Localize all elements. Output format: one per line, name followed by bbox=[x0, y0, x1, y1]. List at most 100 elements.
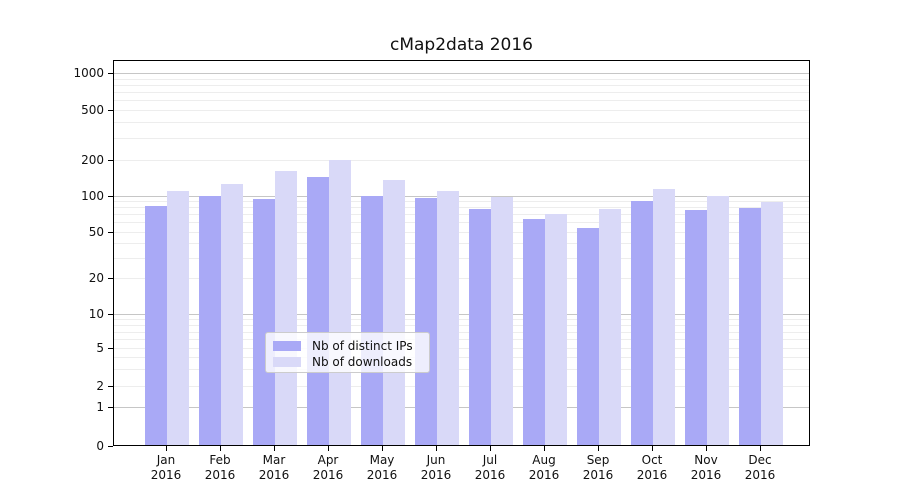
gridline-minor bbox=[114, 110, 809, 111]
bar-mar-distinct-ips bbox=[253, 198, 275, 445]
bar-jul-downloads bbox=[491, 197, 513, 445]
bar-dec-distinct-ips bbox=[739, 207, 761, 445]
bar-dec-downloads bbox=[761, 202, 783, 445]
bar-apr-downloads bbox=[329, 159, 351, 445]
gridline-minor bbox=[114, 122, 809, 123]
y-tick-label: 200 bbox=[81, 153, 104, 167]
gridline-minor bbox=[114, 92, 809, 93]
bar-nov-downloads bbox=[707, 196, 729, 445]
y-tick-label: 0 bbox=[96, 439, 104, 453]
x-tick-label-sep: Sep 2016 bbox=[582, 453, 614, 482]
bar-jan-distinct-ips bbox=[145, 206, 167, 445]
gridline-major bbox=[114, 407, 809, 408]
x-tick-label-oct: Oct 2016 bbox=[636, 453, 668, 482]
x-tick bbox=[220, 446, 221, 451]
gridline-minor bbox=[114, 278, 809, 279]
x-tick bbox=[652, 446, 653, 451]
legend-entry-distinct-ips: Nb of distinct IPs bbox=[273, 338, 422, 354]
legend-swatch-downloads bbox=[273, 357, 301, 367]
legend-label-distinct-ips: Nb of distinct IPs bbox=[312, 338, 413, 353]
gridline-minor bbox=[114, 138, 809, 139]
x-tick bbox=[706, 446, 707, 451]
gridline-minor bbox=[114, 339, 809, 340]
x-tick-label-nov: Nov 2016 bbox=[690, 453, 722, 482]
y-tick bbox=[108, 446, 113, 447]
gridline-minor bbox=[114, 214, 809, 215]
x-tick-label-aug: Aug 2016 bbox=[528, 453, 560, 482]
x-tick bbox=[598, 446, 599, 451]
x-tick bbox=[328, 446, 329, 451]
x-tick-label-jun: Jun 2016 bbox=[420, 453, 452, 482]
x-tick bbox=[382, 446, 383, 451]
y-tick bbox=[108, 160, 113, 161]
y-tick-label: 2 bbox=[96, 379, 104, 393]
gridline-minor bbox=[114, 222, 809, 223]
y-tick bbox=[108, 348, 113, 349]
y-tick-label: 50 bbox=[88, 225, 104, 239]
y-tick-label: 5 bbox=[96, 341, 104, 355]
gridline-minor bbox=[114, 332, 809, 333]
x-tick-label-dec: Dec 2016 bbox=[744, 453, 776, 482]
x-tick bbox=[544, 446, 545, 451]
legend: Nb of distinct IPs Nb of downloads bbox=[265, 332, 430, 373]
bar-oct-downloads bbox=[653, 188, 675, 445]
plot-area bbox=[113, 60, 810, 446]
bar-mar-downloads bbox=[275, 171, 297, 445]
y-tick-label: 20 bbox=[88, 271, 104, 285]
x-tick-label-feb: Feb 2016 bbox=[204, 453, 236, 482]
gridline-minor bbox=[114, 348, 809, 349]
y-tick-label: 1 bbox=[96, 400, 104, 414]
y-tick bbox=[108, 278, 113, 279]
gridline-minor bbox=[114, 85, 809, 86]
legend-swatch-distinct-ips bbox=[273, 341, 301, 351]
bar-may-distinct-ips bbox=[361, 196, 383, 445]
gridline-minor bbox=[114, 369, 809, 370]
y-tick bbox=[108, 232, 113, 233]
bar-oct-distinct-ips bbox=[631, 201, 653, 445]
y-tick bbox=[108, 110, 113, 111]
gridline-major bbox=[114, 314, 809, 315]
gridline-minor bbox=[114, 319, 809, 320]
gridline-minor bbox=[114, 258, 809, 259]
x-tick-label-jul: Jul 2016 bbox=[474, 453, 506, 482]
bar-may-downloads bbox=[383, 179, 405, 445]
bar-nov-distinct-ips bbox=[685, 209, 707, 445]
x-tick-label-may: May 2016 bbox=[366, 453, 398, 482]
bar-jun-downloads bbox=[437, 190, 459, 445]
x-tick bbox=[436, 446, 437, 451]
gridline-minor bbox=[114, 100, 809, 101]
bar-jan-downloads bbox=[167, 190, 189, 445]
gridline-minor bbox=[114, 207, 809, 208]
gridline-minor bbox=[114, 357, 809, 358]
y-tick-label: 500 bbox=[81, 103, 104, 117]
legend-label-downloads: Nb of downloads bbox=[312, 354, 413, 369]
x-tick bbox=[490, 446, 491, 451]
bar-jul-distinct-ips bbox=[469, 208, 491, 445]
gridline-major bbox=[114, 73, 809, 74]
gridline-minor bbox=[114, 232, 809, 233]
y-tick bbox=[108, 386, 113, 387]
gridline-major bbox=[114, 196, 809, 197]
x-tick bbox=[760, 446, 761, 451]
bar-feb-downloads bbox=[221, 183, 243, 445]
legend-entry-downloads: Nb of downloads bbox=[273, 354, 422, 370]
bar-sep-downloads bbox=[599, 209, 621, 445]
gridline-minor bbox=[114, 160, 809, 161]
bar-apr-distinct-ips bbox=[307, 177, 329, 445]
gridline-minor bbox=[114, 325, 809, 326]
bar-aug-distinct-ips bbox=[523, 218, 545, 445]
gridline-minor bbox=[114, 386, 809, 387]
x-tick bbox=[166, 446, 167, 451]
x-tick bbox=[274, 446, 275, 451]
bar-jun-distinct-ips bbox=[415, 198, 437, 445]
gridline-minor bbox=[114, 79, 809, 80]
gridline-minor bbox=[114, 201, 809, 202]
y-tick-label: 1000 bbox=[73, 66, 104, 80]
chart-title: cMap2data 2016 bbox=[390, 35, 533, 55]
x-tick-label-mar: Mar 2016 bbox=[258, 453, 290, 482]
y-tick-label: 10 bbox=[88, 307, 104, 321]
y-tick bbox=[108, 407, 113, 408]
y-tick bbox=[108, 314, 113, 315]
gridline-minor bbox=[114, 243, 809, 244]
